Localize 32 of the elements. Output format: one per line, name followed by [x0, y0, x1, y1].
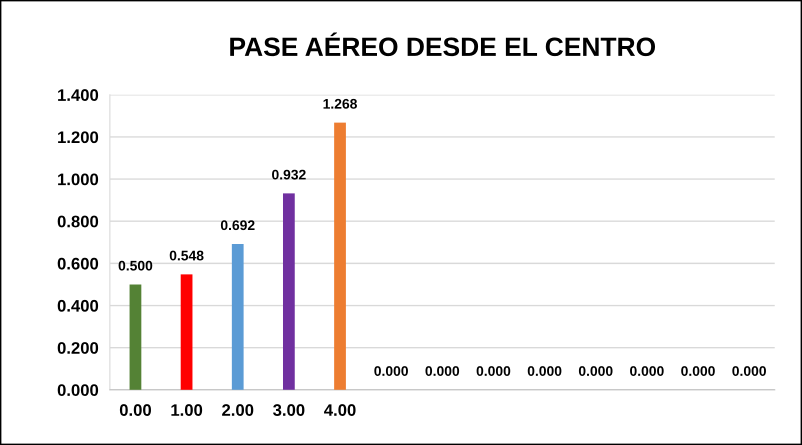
- data-label: 0.000: [732, 366, 766, 376]
- y-tick-label: 1.200: [58, 131, 98, 144]
- data-label: 0.500: [118, 260, 152, 271]
- data-label: 0.000: [528, 366, 562, 376]
- data-label: 0.000: [578, 366, 613, 376]
- data-label: 0.932: [272, 170, 306, 180]
- y-tick-label: 1.400: [58, 89, 98, 101]
- data-label: 0.000: [476, 366, 510, 376]
- y-tick-label: 0.400: [58, 300, 98, 312]
- bar: [232, 244, 244, 390]
- data-label: 0.000: [681, 366, 715, 376]
- x-tick-label: 2.00: [222, 404, 254, 416]
- x-tick-label: 0.00: [120, 404, 151, 416]
- bar: [130, 284, 142, 390]
- y-tick-label: 1.000: [58, 173, 98, 186]
- data-label: 1.268: [324, 98, 357, 109]
- data-label: 0.000: [425, 366, 460, 376]
- data-label: 0.000: [630, 366, 664, 376]
- x-tick-label: 1.00: [171, 404, 202, 416]
- y-tick-label: 0.600: [58, 258, 98, 270]
- data-label: 0.000: [374, 366, 408, 376]
- bar: [334, 122, 346, 390]
- y-tick-label: 0.800: [58, 216, 98, 228]
- bar: [282, 193, 295, 390]
- bar: [180, 274, 192, 390]
- x-tick-label: 4.00: [324, 404, 356, 416]
- data-label: 0.548: [170, 250, 204, 260]
- x-tick-label: 3.00: [273, 404, 304, 416]
- data-label: 0.692: [220, 220, 255, 230]
- chart-title: PASE AÉREO DESDE EL CENTRO: [230, 32, 656, 56]
- y-tick-label: 0.200: [58, 342, 98, 354]
- y-tick-label: 0.000: [58, 384, 98, 396]
